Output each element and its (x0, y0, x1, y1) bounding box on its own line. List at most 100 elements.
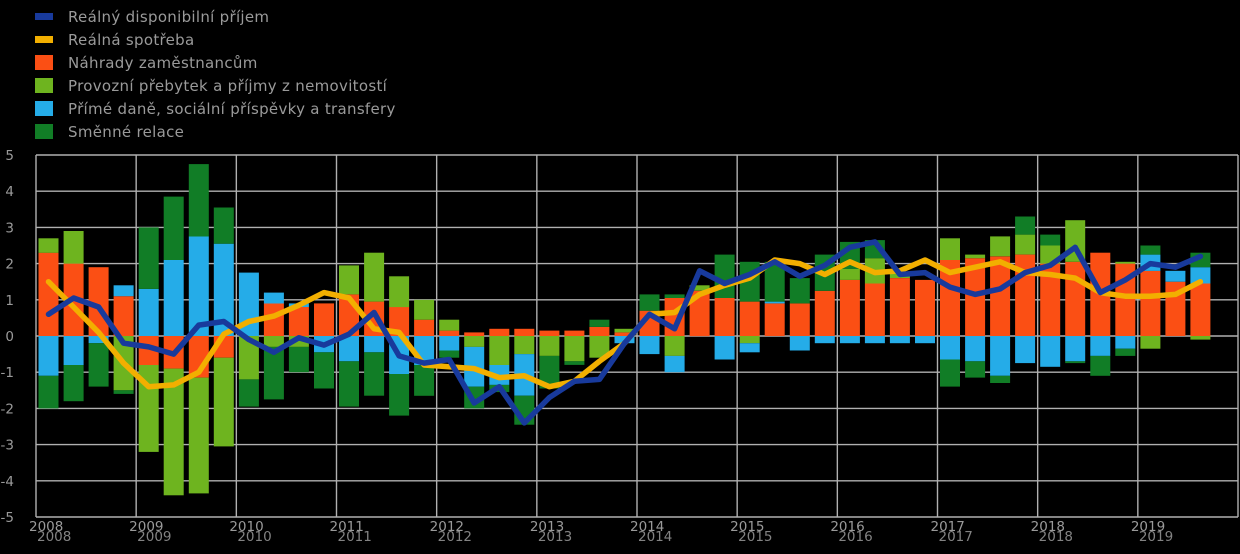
x-tick-label-ghost: 2019 (1139, 529, 1173, 545)
bar-segment (1040, 234, 1061, 246)
legend-swatch-income-line (35, 13, 53, 20)
x-tick-label-ghost: 2010 (237, 529, 271, 545)
bar-segment (1015, 336, 1036, 364)
bar-segment (1115, 336, 1136, 349)
legend-swatch-compensation (35, 55, 53, 70)
legend-item-taxes-transfers: Přímé daně, sociální příspěvky a transfe… (35, 97, 396, 120)
bar-segment (990, 336, 1011, 376)
bar-segment (539, 330, 560, 336)
bar-segment (38, 238, 59, 253)
bar-segment (564, 336, 585, 362)
bar-segment (1090, 336, 1111, 356)
y-tick-label: -1 (1, 365, 14, 381)
bar-segment (789, 278, 810, 304)
bar-segment (288, 307, 309, 336)
bar-segment (163, 260, 184, 336)
bar-segment (639, 336, 660, 355)
bar-segment (940, 359, 960, 387)
bar-segment (63, 336, 84, 365)
x-tick-label-ghost: 2014 (638, 529, 672, 545)
bar-segment (163, 196, 184, 260)
x-tick-label: 2013 (530, 519, 564, 535)
x-tick-label: 2016 (830, 519, 864, 535)
bar-segment (990, 256, 1011, 336)
bar-segment (213, 357, 234, 447)
bar-segment (1190, 267, 1211, 284)
legend-swatch-consumption-line (35, 36, 53, 43)
bar-segment (739, 343, 760, 353)
legend-item-terms-of-trade: Směnné relace (35, 120, 396, 143)
bar-segment (965, 361, 986, 378)
bar-segment (263, 336, 284, 347)
bars (38, 164, 1211, 496)
x-tick-label-ghost: 2011 (338, 529, 372, 545)
bar-segment (339, 265, 359, 295)
bar-segment (889, 336, 910, 344)
bar-segment (163, 368, 184, 496)
bar-segment (965, 254, 986, 259)
bar-segment (414, 319, 435, 336)
bar-segment (714, 336, 735, 360)
y-tick-label: -4 (1, 474, 14, 490)
bar-segment (1140, 270, 1161, 336)
y-tick-label: 4 (5, 184, 14, 200)
x-tick-label-ghost: 2013 (538, 529, 572, 545)
x-tick-label: 2012 (430, 519, 464, 535)
bar-segment (589, 319, 610, 327)
bar-segment (664, 355, 685, 373)
bar-segment (213, 207, 234, 244)
bar-segment (864, 283, 885, 336)
bar-segment (839, 336, 860, 344)
x-tick-label-ghost: 2008 (37, 529, 71, 545)
y-tick-label: -5 (1, 510, 14, 526)
x-tick-label-ghost: 2015 (738, 529, 772, 545)
bar-segment (814, 336, 835, 344)
bar-segment (439, 319, 460, 331)
bar-segment (514, 328, 535, 336)
bar-segment (664, 294, 685, 298)
legend-label: Provozní přebytek a příjmy z nemovitostí (68, 76, 388, 95)
y-tick-label: 1 (5, 293, 14, 309)
bar-segment (364, 352, 385, 396)
bar-segment (714, 254, 735, 298)
bar-segment (113, 390, 134, 394)
bar-segment (63, 365, 84, 402)
bar-segment (138, 336, 159, 365)
bar-segment (1015, 216, 1036, 235)
x-tick-label-ghost: 2016 (838, 529, 872, 545)
bar-segment (889, 278, 910, 336)
bar-segment (238, 336, 259, 380)
bar-segment (138, 288, 159, 336)
x-tick-label-ghost: 2012 (438, 529, 472, 545)
bar-segment (864, 336, 885, 344)
bar-segment (439, 350, 460, 358)
bar-segment (464, 332, 485, 336)
bar-segment (38, 375, 59, 409)
bar-segment (389, 276, 410, 308)
bar-segment (614, 332, 635, 336)
bar-segment (414, 365, 435, 396)
y-axis-labels: 5 4 3 2 1 0 -1 -2 -3 -4 -5 (1, 148, 14, 526)
legend-label: Reálná spotřeba (68, 30, 195, 49)
bar-segment (288, 336, 309, 347)
x-tick-label: 2015 (730, 519, 764, 535)
bar-segment (263, 346, 284, 400)
gridlines (35, 154, 1239, 518)
bar-segment (188, 236, 209, 336)
legend-item-disposable-income: Reálný disponibilní příjem (35, 5, 396, 28)
x-tick-label: 2019 (1131, 519, 1165, 535)
bar-segment (1140, 245, 1161, 255)
bar-segment (1165, 270, 1186, 282)
y-tick-label: 2 (5, 257, 14, 273)
bar-segment (915, 336, 935, 344)
bar-segment (339, 336, 359, 362)
x-tick-label: 2008 (29, 519, 63, 535)
legend-item-operating-surplus: Provozní přebytek a příjmy z nemovitostí (35, 74, 396, 97)
bar-segment (1115, 261, 1136, 264)
bar-segment (88, 343, 109, 387)
bar-segment (714, 298, 735, 336)
legend-item-compensation: Náhrady zaměstnancům (35, 51, 396, 74)
bar-segment (940, 260, 960, 336)
